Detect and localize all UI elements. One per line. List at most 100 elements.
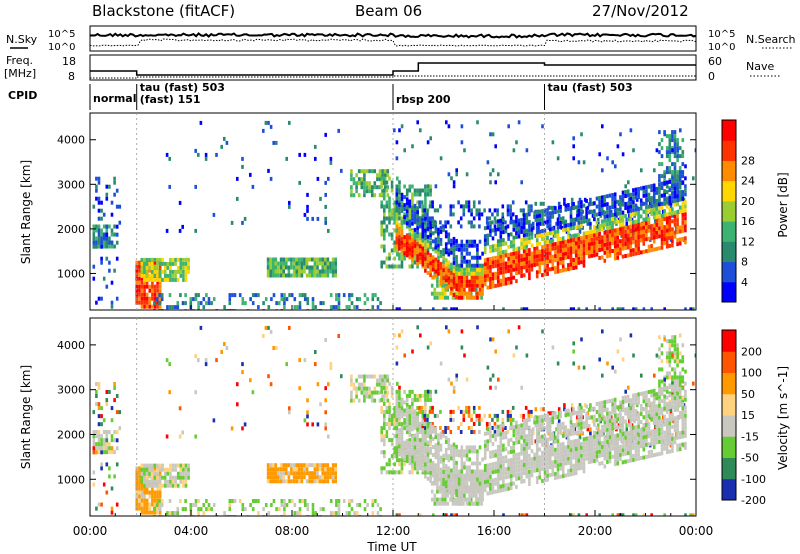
power-cell [572, 156, 575, 161]
power-cell [442, 264, 445, 269]
power-cell [478, 279, 482, 284]
velocity-cell [483, 413, 486, 418]
power-cell [257, 293, 260, 298]
velocity-cell [418, 458, 422, 462]
velocity-cell [416, 431, 419, 436]
power-cell [590, 253, 594, 258]
power-cell [326, 257, 330, 262]
power-cell [470, 243, 474, 248]
velocity-cell [437, 437, 440, 442]
power-cell [150, 269, 154, 274]
power-cell [115, 240, 119, 245]
velocity-cell [668, 343, 672, 348]
velocity-cell [431, 405, 434, 410]
power-cell [470, 212, 473, 217]
velocity-cell [158, 475, 162, 480]
velocity-cell [467, 413, 471, 418]
power-cell [441, 295, 444, 300]
velocity-cell [447, 478, 451, 483]
power-cell [660, 162, 664, 167]
power-cell [426, 242, 430, 247]
velocity-cell [408, 441, 412, 446]
power-cell [277, 265, 280, 270]
power-cell [476, 279, 479, 284]
power-cell [95, 188, 98, 193]
power-cell [673, 134, 677, 139]
velocity-cell [105, 490, 109, 495]
velocity-cell [442, 517, 445, 521]
power-cell [595, 240, 599, 245]
velocity-cell [421, 436, 425, 441]
velocity-cell [313, 471, 317, 476]
velocity-cell [156, 483, 159, 488]
power-cell [92, 228, 96, 233]
power-cell [288, 293, 291, 298]
power-cell [671, 207, 674, 212]
power-cell [517, 246, 521, 251]
velocity-cell [678, 371, 682, 376]
velocity-cell [329, 467, 332, 472]
power-cell [569, 307, 573, 310]
power-cell [522, 265, 526, 270]
velocity-cell [274, 467, 278, 472]
power-cell [486, 257, 490, 262]
power-cell [671, 176, 674, 181]
cpid-mode-label: (fast) 151 [140, 93, 201, 106]
power-cell [445, 120, 448, 125]
velocity-cell [444, 426, 447, 430]
power-cell [606, 156, 609, 161]
velocity-cell [658, 383, 661, 388]
power-cell [424, 184, 427, 189]
power-cell [166, 305, 169, 310]
power-cell [468, 251, 471, 256]
velocity-cell [443, 489, 447, 494]
velocity-cell [431, 461, 435, 465]
velocity-cell [457, 405, 460, 410]
power-cell [393, 248, 396, 253]
velocity-cell [663, 517, 666, 521]
power-cell [546, 219, 549, 224]
velocity-cell [316, 382, 320, 387]
velocity-cell [393, 410, 396, 414]
power-cell [520, 257, 523, 262]
velocity-cell [416, 423, 419, 428]
power-cell [187, 269, 190, 274]
power-cell [645, 197, 648, 202]
velocity-cell [138, 490, 141, 495]
power-cell [393, 256, 396, 261]
power-cell [441, 291, 444, 296]
velocity-cell [478, 489, 482, 494]
power-cell [629, 220, 633, 225]
velocity-cell [418, 454, 422, 458]
power-cell [619, 203, 622, 208]
velocity-cell [426, 440, 430, 445]
velocity-cell [676, 351, 679, 356]
power-cell [418, 216, 422, 221]
power-cell [303, 297, 307, 302]
power-cell [416, 258, 419, 263]
velocity-cell [352, 398, 356, 403]
velocity-cell [313, 467, 317, 472]
power-cell [406, 311, 409, 315]
power-cell [437, 243, 440, 248]
power-cell [373, 185, 377, 190]
velocity-cell [373, 386, 377, 391]
power-cell [509, 204, 512, 209]
power-cell [457, 243, 461, 248]
power-cell [629, 128, 633, 133]
power-cell [105, 196, 109, 201]
velocity-cell [380, 434, 383, 439]
velocity-cell [274, 475, 278, 480]
velocity-cell [506, 417, 510, 422]
power-cell [512, 255, 516, 260]
power-cell [678, 237, 682, 242]
power-cell [577, 244, 581, 249]
power-cell [567, 231, 570, 236]
power-cell [676, 222, 679, 227]
velocity-cell [421, 432, 425, 437]
power-cell [236, 196, 239, 201]
power-cell [442, 276, 445, 281]
power-cell [502, 274, 505, 279]
power-cell [585, 239, 588, 243]
power-cell [450, 307, 453, 310]
